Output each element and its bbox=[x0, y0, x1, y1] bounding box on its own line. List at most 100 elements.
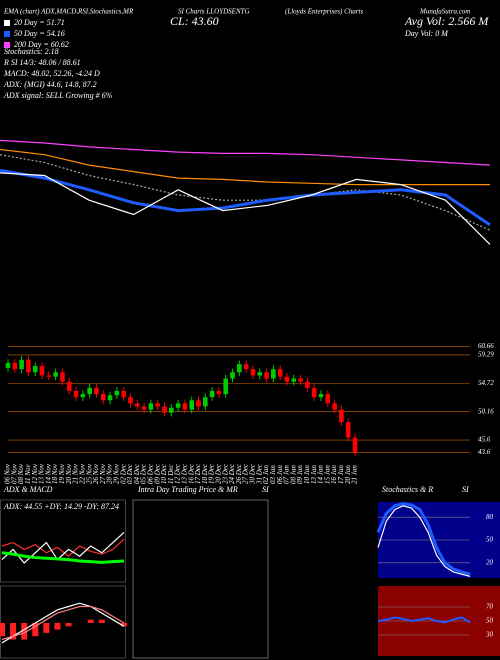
panel-title: Intra Day Trading Price & MR bbox=[137, 485, 238, 494]
candle-body bbox=[80, 394, 86, 398]
x-tick-label: 06 Dec bbox=[146, 463, 154, 484]
x-tick-label: 15 Jan bbox=[323, 465, 331, 484]
candle-body bbox=[155, 403, 160, 407]
y-tick-label: 30 bbox=[485, 631, 494, 639]
candle-body bbox=[175, 403, 181, 408]
legend-swatch bbox=[4, 42, 10, 48]
indicator: ADX signal: SELL Growing # 6% bbox=[3, 91, 113, 100]
x-tick-label: 28 Nov bbox=[106, 463, 114, 484]
x-tick-label: 27 Dec bbox=[242, 463, 250, 484]
indicator: R SI 14/3: 48.06 / 88.61 bbox=[3, 58, 81, 67]
candle-body bbox=[73, 390, 79, 398]
y-tick-label: 20 bbox=[486, 558, 494, 566]
candle-body bbox=[39, 366, 45, 376]
candle-body bbox=[305, 381, 310, 388]
x-tick-label: 26 Nov bbox=[92, 463, 100, 484]
candle-body bbox=[237, 364, 242, 373]
candle-body bbox=[148, 403, 154, 410]
candle-body bbox=[223, 378, 229, 395]
intraday-panel bbox=[132, 499, 269, 659]
histogram-bar bbox=[65, 623, 72, 627]
x-tick-label: 14 Jan bbox=[317, 465, 325, 484]
candle-body bbox=[311, 387, 317, 398]
y-tick-label: 43.6 bbox=[478, 448, 491, 456]
header-company: (Lloyds Enterprises) Charts bbox=[285, 8, 363, 16]
candle-body bbox=[332, 403, 337, 410]
histogram-bar bbox=[87, 619, 94, 623]
series-line bbox=[1, 605, 125, 641]
header-title: EMA (chart) ADX,MACD,RSI,Stochastics,MR bbox=[3, 8, 134, 16]
avg-volume: Avg Vol: 2.566 M bbox=[404, 14, 489, 28]
close-price: CL: 43.60 bbox=[170, 14, 219, 28]
x-tick-label: 02 Jan bbox=[262, 465, 270, 484]
x-tick-label: 24 Dec bbox=[228, 463, 236, 484]
x-tick-label: 06 Jan bbox=[276, 465, 284, 484]
candle-body bbox=[243, 364, 249, 370]
y-tick-label: 50 bbox=[486, 617, 494, 625]
x-tick-label: 12 Nov bbox=[31, 463, 39, 484]
candle-body bbox=[352, 437, 358, 453]
candle-body bbox=[277, 369, 283, 377]
x-tick-label: 11 Nov bbox=[24, 464, 32, 484]
header-symbol: SI Charts LLOYDSENTG bbox=[178, 8, 250, 16]
candle-body bbox=[189, 400, 195, 410]
x-tick-label: 02 Dec bbox=[119, 463, 127, 484]
x-tick-label: 14 Nov bbox=[44, 463, 52, 484]
x-tick-label: 06 Nov bbox=[4, 463, 12, 484]
x-tick-label: 13 Nov bbox=[38, 463, 46, 484]
x-tick-label: 09 Jan bbox=[296, 465, 304, 484]
histogram-bar bbox=[43, 623, 50, 633]
x-tick-label: 20 Nov bbox=[65, 463, 73, 484]
candle-body bbox=[94, 387, 99, 395]
x-tick-label: 03 Dec bbox=[126, 463, 134, 484]
candle-body bbox=[203, 397, 208, 407]
histogram-bar bbox=[10, 623, 17, 640]
candle-body bbox=[53, 372, 58, 377]
y-tick-label: 50 bbox=[486, 536, 494, 544]
candle-body bbox=[141, 406, 147, 410]
series-line bbox=[0, 168, 491, 227]
candle-body bbox=[284, 376, 290, 382]
candle-body bbox=[230, 372, 235, 379]
candle-body bbox=[66, 381, 72, 391]
candle-body bbox=[257, 372, 263, 376]
histogram-bar bbox=[98, 619, 105, 623]
histogram-bar bbox=[32, 623, 39, 637]
histogram-bar bbox=[54, 623, 61, 630]
macd-panel bbox=[0, 585, 126, 659]
x-tick-label: 07 Jan bbox=[283, 465, 291, 484]
histogram-bar bbox=[121, 623, 127, 627]
indicator: Stochastics: 2.18 bbox=[4, 47, 59, 56]
legend-swatch bbox=[4, 31, 10, 37]
candle-body bbox=[291, 378, 297, 382]
candle-body bbox=[162, 406, 167, 413]
legend-label: 200 Day = 60.62 bbox=[14, 40, 69, 49]
series-line bbox=[1, 538, 125, 557]
day-volume: Day Vol: 0 M bbox=[404, 29, 449, 38]
series-line bbox=[0, 154, 491, 231]
candle-body bbox=[46, 375, 52, 377]
panel-title: ADX: 44.55 +DY: 14.29 -DY: 87.24 bbox=[3, 502, 119, 511]
series-line bbox=[0, 148, 490, 186]
x-tick-label: 19 Nov bbox=[58, 463, 66, 484]
series-line bbox=[1, 551, 125, 564]
candle-body bbox=[5, 362, 11, 368]
x-tick-label: 03 Jan bbox=[269, 465, 277, 484]
y-tick-label: 60.66 bbox=[478, 342, 494, 350]
legend-label: 20 Day = 51.71 bbox=[14, 18, 65, 27]
candle-body bbox=[26, 359, 31, 373]
candle-body bbox=[345, 422, 351, 438]
indicator: ADX: (MGI) 44.6, 14.8, 87.2 bbox=[3, 80, 97, 89]
x-tick-label: 22 Nov bbox=[78, 463, 86, 484]
candle-body bbox=[114, 390, 120, 396]
candle-body bbox=[318, 394, 324, 398]
candle-body bbox=[250, 369, 256, 376]
legend-label: 50 Day = 54.16 bbox=[14, 29, 65, 38]
series-line bbox=[1, 602, 125, 644]
candle-body bbox=[196, 400, 201, 407]
x-tick-label: 30 Dec bbox=[249, 463, 257, 485]
x-tick-label: 17 Jan bbox=[337, 465, 345, 484]
x-tick-label: 26 Dec bbox=[235, 463, 243, 484]
x-tick-label: 25 Nov bbox=[85, 463, 93, 484]
